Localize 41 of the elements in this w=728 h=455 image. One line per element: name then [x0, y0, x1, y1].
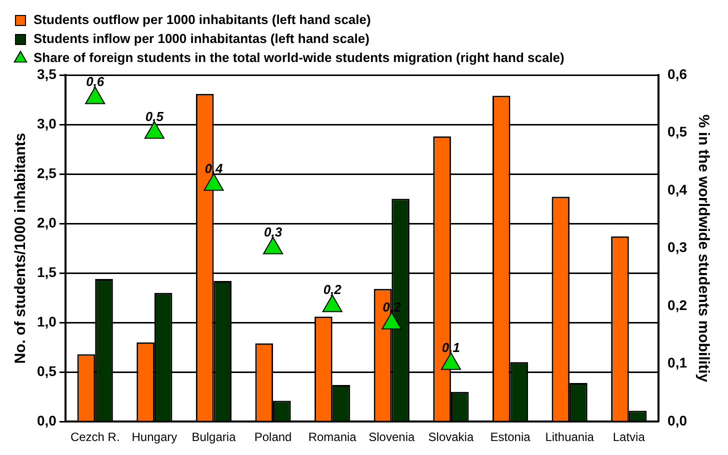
- y-tick-label: 2,5: [36, 164, 57, 181]
- x-tick-label: Latvia: [612, 430, 646, 444]
- x-tick-label: Slovakia: [428, 430, 474, 444]
- x-tick-label: Bulgaria: [192, 430, 236, 444]
- x-tick-label: Lithuania: [545, 430, 594, 444]
- x-tick-label: Poland: [254, 430, 292, 444]
- point: [204, 173, 224, 191]
- x-tick-label: Romania: [308, 430, 357, 444]
- y-tick-label: 3,5: [36, 66, 57, 82]
- legend-label: Students inflow per 1000 inhabitantas (left hand scale): [34, 31, 370, 46]
- legend-label: Share of foreign students in the total world-wide students migration (right hand scale): [34, 50, 564, 66]
- y2-axis-title: % in the worldwide students mobilitiy: [694, 114, 712, 383]
- point: [144, 121, 164, 139]
- data-label: 0,2: [323, 282, 342, 298]
- legend-label: Students outflow per 1000 inhabitants (left hand scale): [34, 12, 371, 28]
- y-tick-label: 3,0: [36, 115, 57, 132]
- y-axis-title: No. of students/1000 inhabitants: [12, 132, 30, 364]
- y-tick-label: 1,0: [36, 313, 57, 330]
- y2-tick-label: 0,0: [668, 412, 688, 428]
- y-tick-label: 1,5: [36, 264, 57, 280]
- point: [85, 86, 106, 104]
- x-tick-label: Cezch R.: [70, 430, 120, 444]
- y2-tick-label: 0,5: [668, 124, 688, 140]
- y-tick-label: 0,5: [36, 362, 57, 379]
- y2-tick-label: 0,2: [668, 296, 688, 313]
- y2-tick-label: 0,4: [668, 181, 688, 198]
- x-tick-label: Estonia: [490, 430, 531, 444]
- y2-tick-label: 0,1: [668, 354, 688, 371]
- point: [440, 352, 461, 370]
- data-label: 0,6: [86, 74, 105, 90]
- data-label: 0,5: [145, 108, 164, 124]
- data-label: 0,3: [264, 224, 283, 240]
- y-tick-label: 2,0: [36, 214, 57, 230]
- x-tick-label: Hungary: [132, 430, 178, 444]
- y2-tick-label: 0,6: [668, 66, 688, 82]
- point: [322, 294, 342, 312]
- point: [382, 312, 402, 330]
- y2-tick-label: 0,3: [668, 239, 688, 256]
- y-tick-label: 0,0: [36, 412, 57, 428]
- point: [263, 236, 284, 254]
- x-tick-label: Slovenia: [368, 430, 415, 444]
